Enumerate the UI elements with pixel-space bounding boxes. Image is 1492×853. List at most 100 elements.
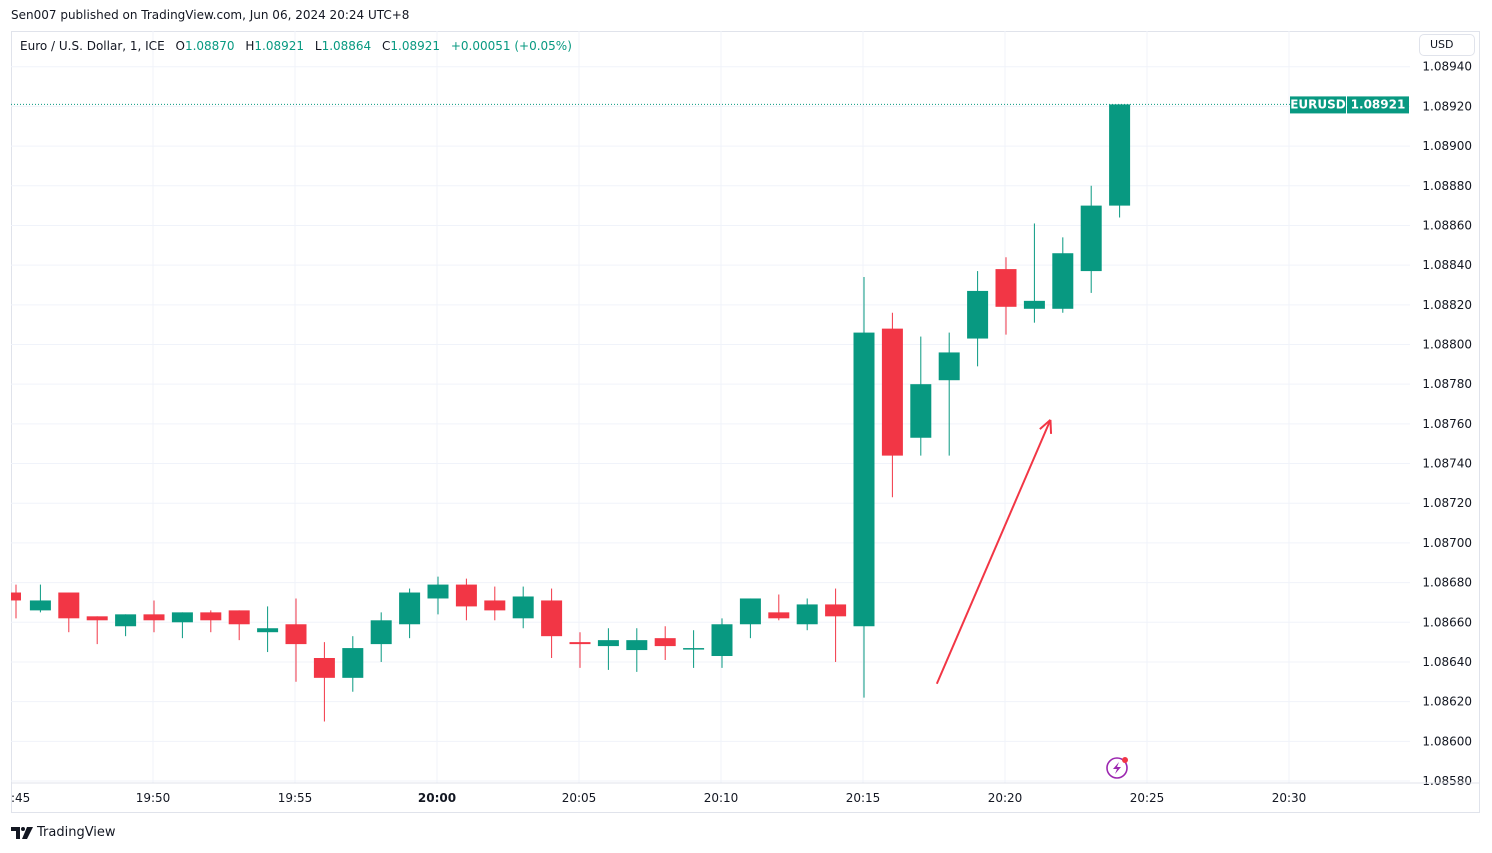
price-tick-label: 1.08880 [1422, 179, 1472, 193]
candle-body[interactable] [683, 648, 705, 650]
high-value: 1.08921 [254, 39, 305, 53]
tradingview-logo-icon [11, 826, 33, 839]
last-price-tag: EURUSD 1.08921 [11, 96, 1409, 114]
price-tick-label: 1.08860 [1422, 218, 1472, 232]
high-label: H [245, 39, 255, 53]
candle-body[interactable] [455, 584, 477, 607]
price-tick-label: 1.08780 [1422, 377, 1472, 391]
price-tick-label: 1.08900 [1422, 139, 1472, 153]
candle-body[interactable] [427, 584, 449, 599]
arrow-annotation[interactable] [935, 419, 1052, 685]
candle-body[interactable] [711, 624, 733, 657]
candle-body[interactable] [1023, 300, 1045, 309]
close-label: C [382, 39, 391, 53]
brand-name: TradingView [37, 825, 116, 840]
candle-body[interactable] [1052, 253, 1074, 309]
candle-body[interactable] [881, 328, 903, 456]
open-label: O [175, 39, 185, 53]
candle-body[interactable] [938, 352, 960, 381]
price-tick-label: 1.08760 [1422, 417, 1472, 431]
candle-body[interactable] [597, 640, 619, 647]
price-tick-label: 1.08920 [1422, 99, 1472, 113]
candle-body[interactable] [825, 604, 847, 617]
arrow-head [1039, 419, 1052, 430]
candle-body[interactable] [967, 290, 989, 339]
price-tick-label: 1.08820 [1422, 298, 1472, 312]
close-value: 1.08921 [390, 39, 441, 53]
time-tick-label: :45 [11, 791, 30, 805]
candle-body[interactable] [541, 600, 563, 637]
time-tick-label: 20:10 [704, 791, 739, 805]
time-tick-label: 20:15 [846, 791, 881, 805]
candle-body[interactable] [853, 332, 875, 627]
price-tick-label: 1.08940 [1422, 60, 1472, 74]
candle-body[interactable] [86, 616, 108, 621]
time-tick-label: 19:50 [136, 791, 171, 805]
candle-body[interactable] [768, 612, 790, 619]
candle-body[interactable] [370, 620, 392, 645]
grid [11, 31, 1410, 783]
candle-body[interactable] [739, 598, 761, 625]
price-tag-symbol: EURUSD [1290, 97, 1346, 111]
candle-body[interactable] [228, 610, 250, 625]
candle-body[interactable] [143, 614, 165, 621]
price-tag-price-bg [1347, 96, 1409, 114]
price-tick-label: 1.08680 [1422, 576, 1472, 590]
candle-body[interactable] [285, 624, 307, 645]
candle-body[interactable] [257, 628, 279, 633]
low-value: 1.08864 [321, 39, 372, 53]
change-value: +0.00051 (+0.05%) [450, 39, 572, 53]
time-axis: :45 19:50 19:55 20:00 20:05 20:10 20:15 20:20 20… [11, 782, 1480, 805]
symbol-legend: Euro / U.S. Dollar, 1, ICE O1.08870 H1.0… [20, 39, 572, 53]
price-tag-price: 1.08921 [1351, 97, 1406, 111]
candle-body[interactable] [58, 592, 80, 619]
candle-body[interactable] [171, 612, 193, 623]
published-caption: Sen007 published on TradingView.com, Jun… [11, 8, 410, 22]
candle-body[interactable] [654, 638, 676, 647]
candle-body[interactable] [342, 648, 364, 678]
time-tick-label: 20:30 [1272, 791, 1307, 805]
symbol-title: Euro / U.S. Dollar, 1, ICE [20, 39, 165, 53]
price-tick-label: 1.08580 [1422, 774, 1472, 788]
candle-body[interactable] [796, 604, 818, 625]
candle-body[interactable] [1109, 104, 1131, 206]
price-tick-label: 1.08660 [1422, 615, 1472, 629]
price-tick-label: 1.08700 [1422, 536, 1472, 550]
candles [11, 104, 1131, 722]
candle-body[interactable] [626, 640, 648, 651]
candle-body[interactable] [995, 269, 1017, 307]
candle-body[interactable] [569, 642, 591, 645]
price-tick-label: 1.08740 [1422, 457, 1472, 471]
price-tick-label: 1.08640 [1422, 655, 1472, 669]
candle-body[interactable] [484, 600, 506, 611]
candle-body[interactable] [115, 614, 137, 627]
time-tick-label: 20:20 [988, 791, 1023, 805]
open-value: 1.08870 [184, 39, 235, 53]
candle-body[interactable] [200, 612, 222, 621]
price-tick-label: 1.08620 [1422, 695, 1472, 709]
time-tick-label: 19:55 [278, 791, 313, 805]
price-tick-label: 1.08720 [1422, 496, 1472, 510]
candle-body[interactable] [399, 592, 421, 625]
price-tag-symbol-bg [1290, 96, 1346, 114]
time-tick-label: 20:25 [1130, 791, 1165, 805]
time-tick-label: 20:00 [418, 791, 456, 805]
price-tick-label: 1.08840 [1422, 258, 1472, 272]
lightning-icon[interactable] [1106, 757, 1128, 779]
candle-body[interactable] [910, 384, 932, 438]
tradingview-logo[interactable]: TradingView [11, 825, 116, 840]
price-tick-label: 1.08800 [1422, 337, 1472, 351]
candle-body[interactable] [29, 600, 51, 611]
price-axis: 1.08940 1.08920 1.08900 1.08880 1.08860 1.088… [1422, 60, 1472, 788]
arrow-head [1049, 419, 1053, 434]
candle-body[interactable] [512, 596, 534, 619]
time-tick-label: 20:05 [562, 791, 597, 805]
candle-body[interactable] [313, 657, 335, 678]
candle-body[interactable] [1080, 205, 1102, 272]
chart-frame [11, 31, 1480, 813]
low-label: L [314, 39, 322, 53]
candle-body[interactable] [11, 592, 21, 601]
annotations [935, 419, 1053, 685]
currency-button[interactable]: USD [1419, 34, 1475, 56]
